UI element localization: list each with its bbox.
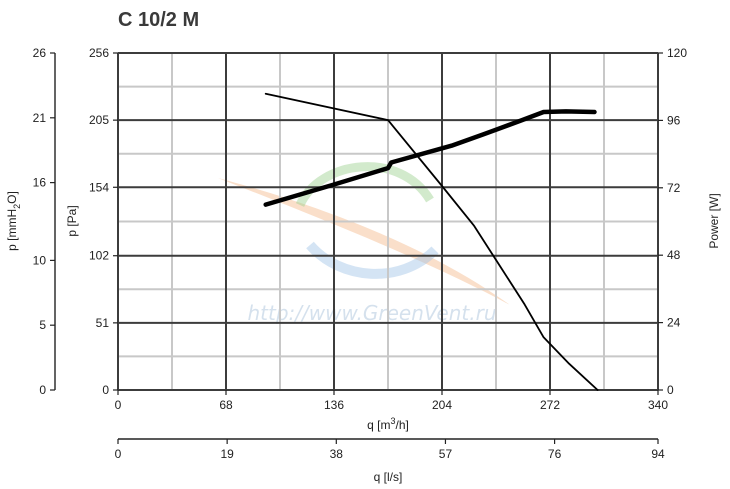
tick-label-m3h: 136: [324, 398, 344, 412]
tick-label-m3h: 204: [432, 398, 452, 412]
watermark-orange-swoosh: [218, 178, 510, 305]
tick-label-power: 72: [667, 181, 681, 195]
axis-label-mmh2o-end: O]: [5, 191, 19, 204]
tick-label-power: 96: [667, 113, 681, 127]
axis-label-m3h-sup: 3: [390, 416, 395, 426]
tick-label-power: 48: [667, 248, 681, 262]
tick-label-ls: 76: [548, 447, 562, 461]
watermark-green-arc: [295, 162, 434, 208]
tick-label-mmh2o: 16: [33, 176, 47, 190]
tick-label-pa: 256: [89, 46, 109, 60]
axis-label-pa: p [Pa]: [65, 205, 79, 236]
greenvent-watermark: http://www.GreenVent.ru: [218, 162, 510, 325]
tick-label-power: 24: [667, 316, 681, 330]
tick-label-ls: 19: [220, 447, 234, 461]
tick-label-m3h: 68: [219, 398, 233, 412]
axis-label-m3h: q [m3/h]: [367, 416, 409, 432]
tick-label-ls: 0: [115, 447, 122, 461]
axis-label-pa-text: p [Pa]: [65, 205, 79, 236]
tick-label-m3h: 340: [648, 398, 668, 412]
watermark-url: http://www.GreenVent.ru: [247, 301, 496, 325]
axis-label-mmh2o-sub: 2: [12, 204, 22, 209]
axis-label-mmh2o-base: p [mmH: [5, 209, 19, 251]
tick-label-mmh2o: 0: [39, 383, 46, 397]
watermark-blue-arc: [306, 241, 439, 279]
chart-curves: [263, 92, 599, 391]
tick-label-pa: 0: [102, 383, 109, 397]
chart-axes: 0 5 10 16 21 26 p [mmH2O] 0 51 102 154 205 256 p [Pa]…: [5, 46, 721, 484]
tick-label-pa: 205: [89, 113, 109, 127]
tick-label-mmh2o: 5: [39, 318, 46, 332]
tick-label-pa: 51: [96, 316, 110, 330]
tick-label-ls: 57: [439, 447, 453, 461]
chart-title: C 10/2 M: [118, 9, 199, 31]
power-curve: [263, 109, 597, 207]
axis-label-m3h-end: /h]: [396, 418, 409, 432]
tick-label-ls: 38: [330, 447, 344, 461]
axis-label-mmh2o: p [mmH2O]: [5, 191, 22, 251]
tick-label-mmh2o: 21: [33, 111, 47, 125]
tick-label-pa: 102: [89, 249, 109, 263]
axis-label-ls: q [l/s]: [374, 470, 403, 484]
axis-label-power: Power [W]: [707, 193, 721, 248]
axis-label-m3h-base: q [m: [367, 418, 390, 432]
tick-label-power: 120: [667, 46, 687, 60]
tick-label-power: 0: [667, 383, 674, 397]
tick-label-m3h: 272: [540, 398, 560, 412]
chart-grid: [117, 52, 659, 391]
tick-label-ls: 94: [651, 447, 665, 461]
axis-label-mmh2o-text: p [mmH2O]: [5, 191, 22, 251]
tick-label-pa: 154: [89, 180, 109, 194]
axis-label-power-text: Power [W]: [707, 193, 721, 248]
pressure-curve: [264, 92, 599, 391]
tick-label-mmh2o: 26: [33, 46, 47, 60]
tick-label-m3h: 0: [115, 398, 122, 412]
tick-label-mmh2o: 10: [33, 253, 47, 267]
